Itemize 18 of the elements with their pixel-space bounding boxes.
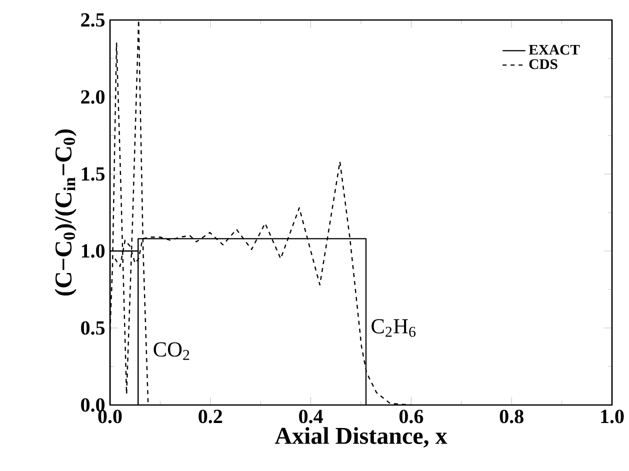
x-tick-label: 0.0 xyxy=(98,410,122,424)
x-axis-title: Axial Distance, x xyxy=(274,427,448,448)
y-tick-label: 2.5 xyxy=(81,13,105,27)
y-tick-label: 0.5 xyxy=(81,321,105,335)
y-tick-label: 2.0 xyxy=(81,90,105,104)
y-tick-label: 0.0 xyxy=(81,398,105,412)
x-tick-label: 1.0 xyxy=(601,410,624,424)
x-tick-label: 0.4 xyxy=(299,410,323,424)
legend-label: EXACT xyxy=(528,44,580,55)
x-tick-label: 0.8 xyxy=(500,410,524,424)
x-tick-label: 0.2 xyxy=(198,410,222,424)
x-tick-label: 0.6 xyxy=(399,410,424,424)
legend-label: CDS xyxy=(529,59,558,70)
annotation: CO$_{2}$ xyxy=(154,342,190,360)
annotation: C$_{2}$H$_{6}$ xyxy=(372,319,416,337)
y-tick-label: 1.5 xyxy=(82,167,105,181)
y-tick-label: 1.0 xyxy=(82,244,105,258)
y-axis-title: (C−C$_{0}$)/(C$_{in}$−C$_{0}$) xyxy=(54,129,76,296)
